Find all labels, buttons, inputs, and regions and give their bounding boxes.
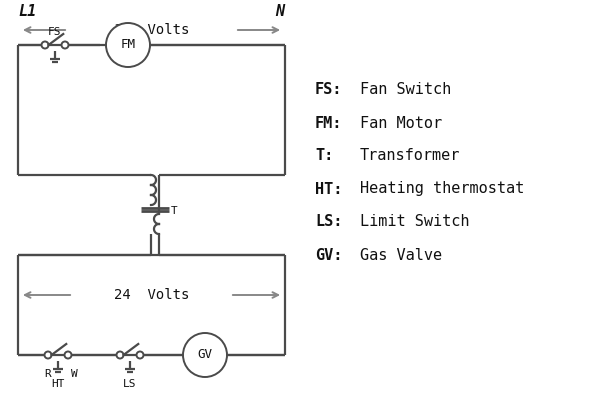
Circle shape	[136, 352, 143, 358]
Text: FM:: FM:	[315, 116, 342, 130]
Circle shape	[183, 333, 227, 377]
Text: FM: FM	[120, 38, 136, 52]
Text: Limit Switch: Limit Switch	[360, 214, 470, 230]
Circle shape	[64, 352, 71, 358]
Circle shape	[44, 352, 51, 358]
Circle shape	[106, 23, 150, 67]
Text: GV: GV	[198, 348, 212, 362]
Text: N: N	[275, 4, 284, 20]
Text: Transformer: Transformer	[360, 148, 460, 164]
Text: R: R	[45, 369, 51, 379]
Text: GV:: GV:	[315, 248, 342, 262]
Circle shape	[61, 42, 68, 48]
Text: T: T	[171, 206, 178, 216]
Circle shape	[116, 352, 123, 358]
Text: FS:: FS:	[315, 82, 342, 98]
Text: T:: T:	[315, 148, 333, 164]
Text: W: W	[71, 369, 78, 379]
Text: Fan Motor: Fan Motor	[360, 116, 442, 130]
Text: 120 Volts: 120 Volts	[114, 23, 189, 37]
Text: FS: FS	[48, 27, 61, 37]
Text: HT: HT	[51, 379, 65, 389]
Text: 24  Volts: 24 Volts	[114, 288, 189, 302]
Text: Heating thermostat: Heating thermostat	[360, 182, 525, 196]
Text: LS: LS	[123, 379, 137, 389]
Text: HT:: HT:	[315, 182, 342, 196]
Circle shape	[41, 42, 48, 48]
Text: Fan Switch: Fan Switch	[360, 82, 451, 98]
Text: L1: L1	[18, 4, 36, 20]
Text: Gas Valve: Gas Valve	[360, 248, 442, 262]
Text: LS:: LS:	[315, 214, 342, 230]
